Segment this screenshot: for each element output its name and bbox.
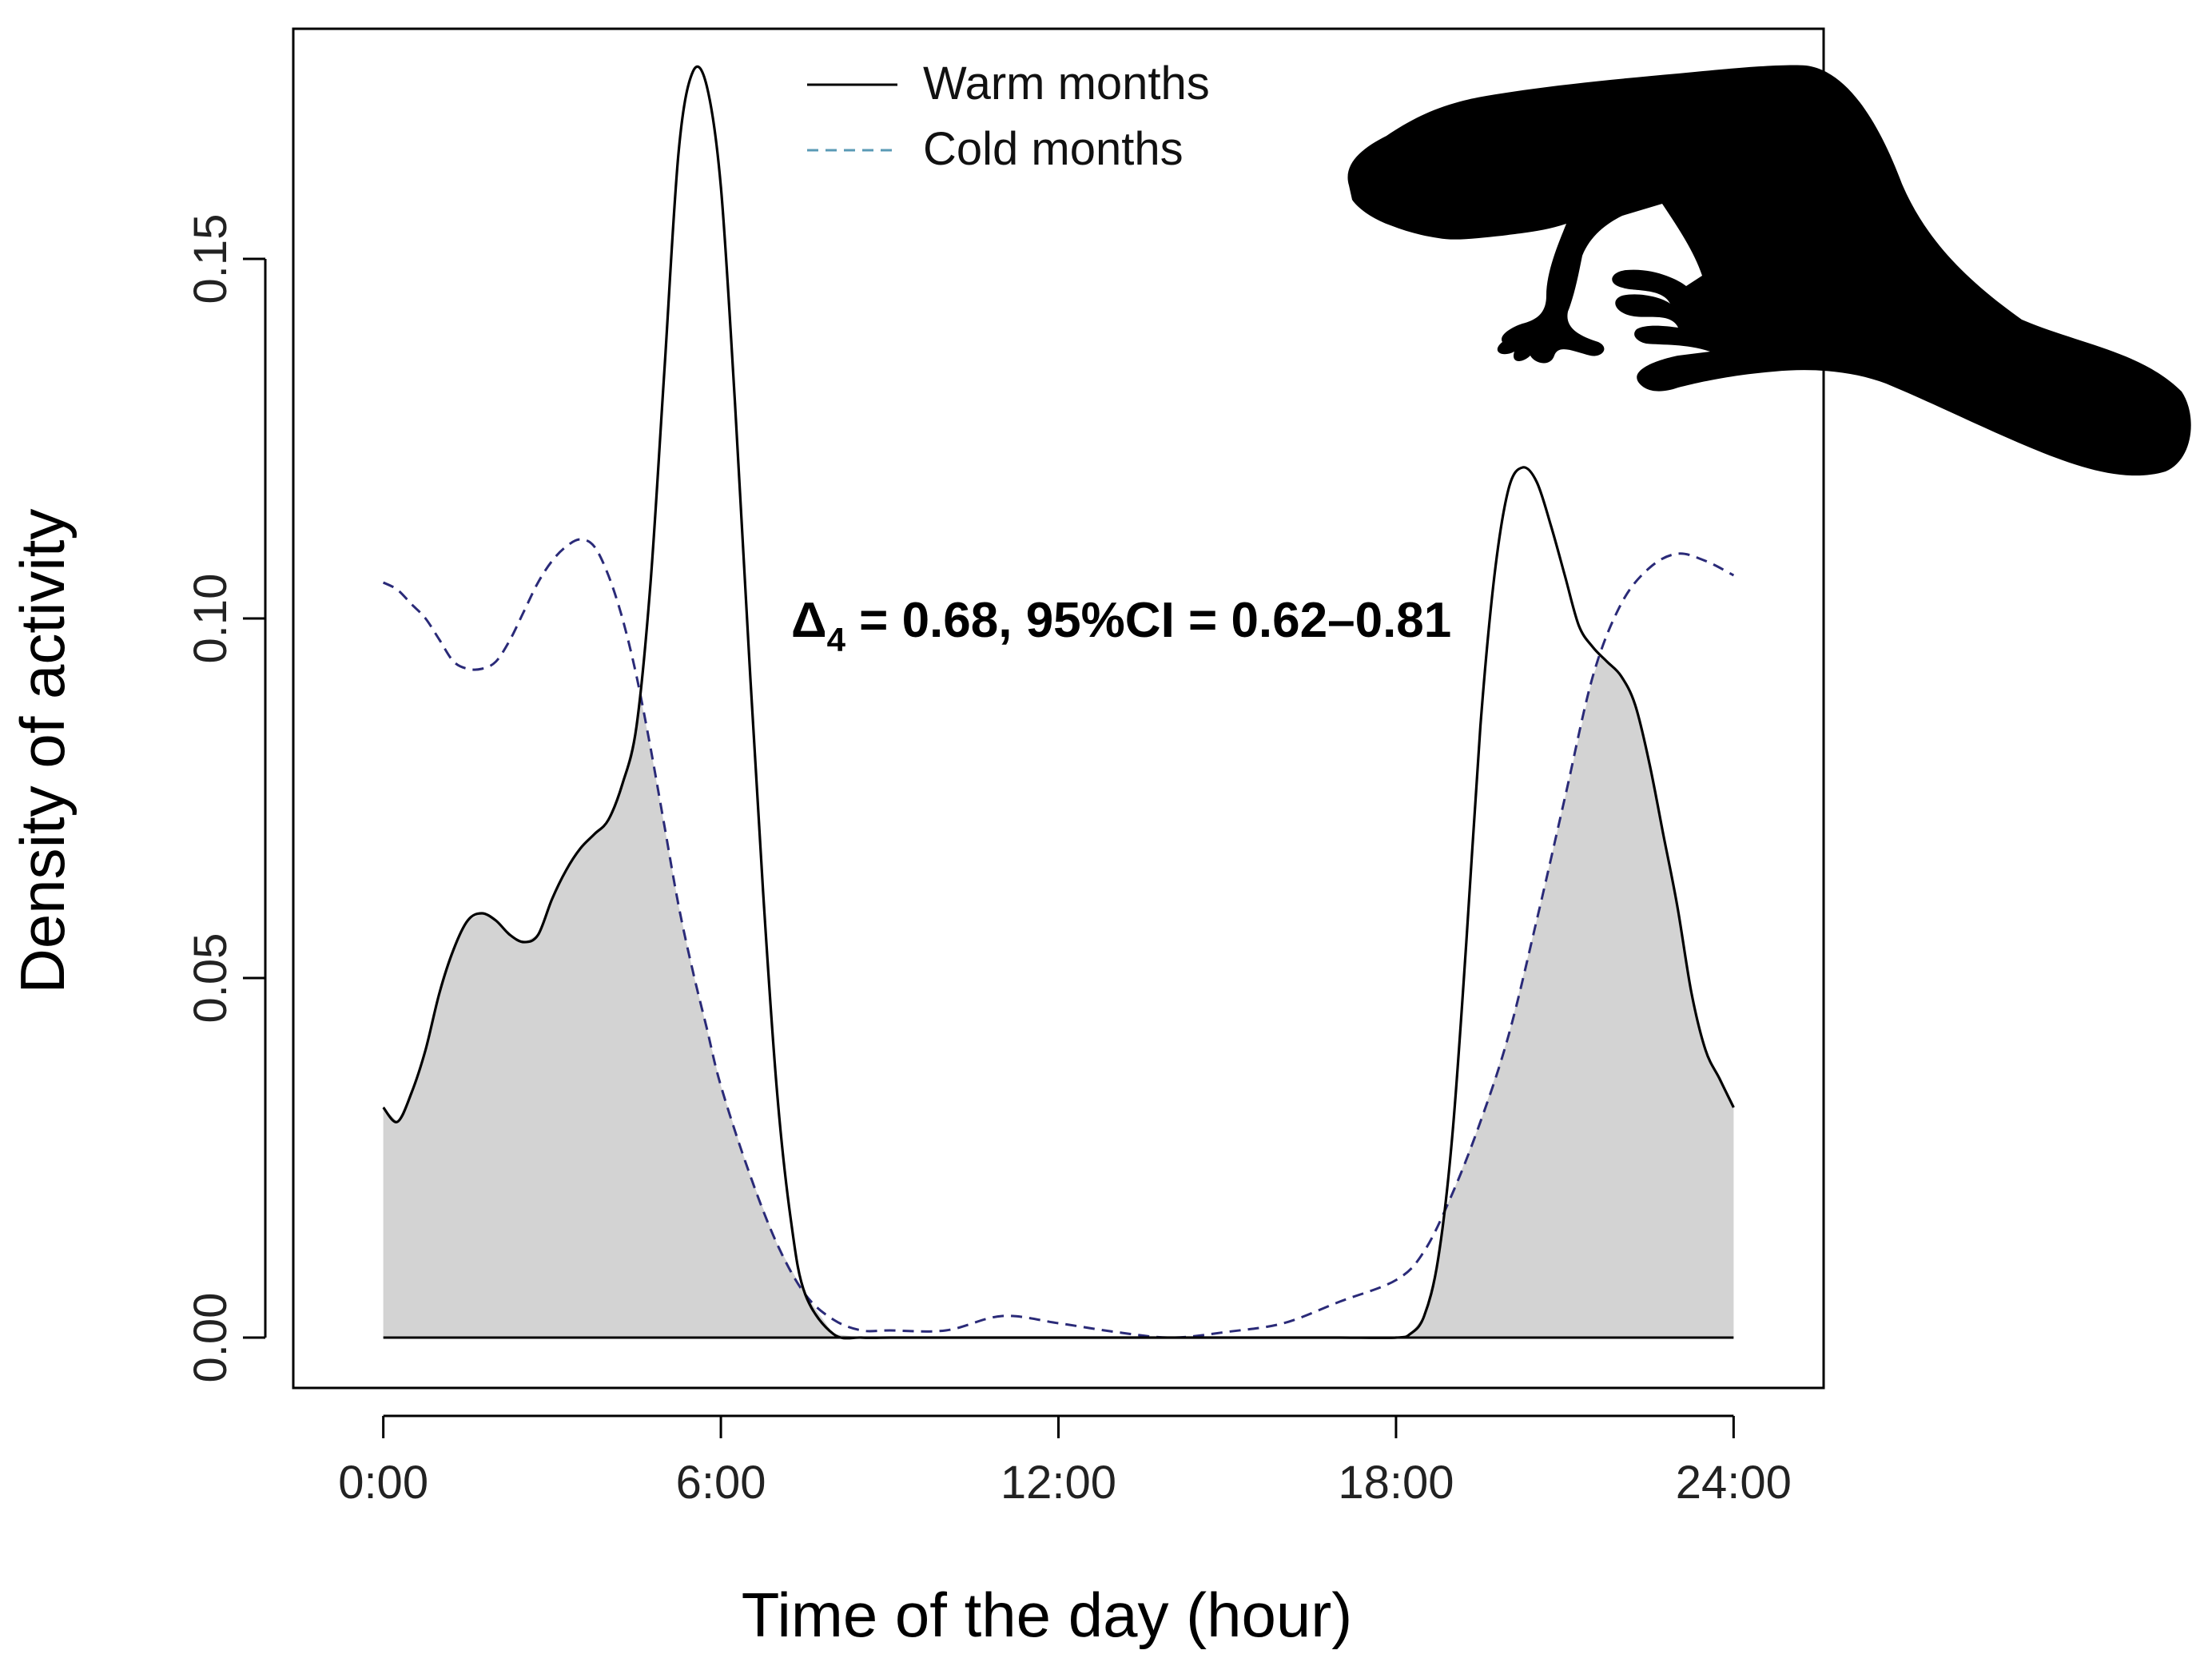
legend-label-warm: Warm months (923, 58, 1210, 109)
overlap-area (383, 655, 1734, 1338)
delta-symbol: Δ (791, 593, 827, 648)
x-tick-label: 12:00 (1001, 1457, 1116, 1509)
y-tick-label: 0.15 (185, 214, 237, 304)
annotation-text: = 0.68, 95%CI = 0.62–0.81 (845, 593, 1451, 648)
y-axis: 0.00 0.05 0.10 0.15 (185, 214, 267, 1383)
series-line-cold-months (382, 538, 1735, 1339)
x-axis-title: Time of the day (hour) (742, 1580, 1352, 1650)
overlap-annotation: Δ4 = 0.68, 95%CI = 0.62–0.81 (791, 593, 1451, 658)
y-tick-label: 0.05 (185, 933, 237, 1024)
y-axis-title: Density of activity (7, 509, 78, 994)
x-axis: 0:00 6:00 12:00 18:00 24:00 (338, 1414, 1792, 1509)
x-tick-label: 24:00 (1676, 1457, 1792, 1509)
legend-label-cold: Cold months (923, 123, 1184, 175)
beaver-silhouette-icon (1347, 65, 2191, 476)
x-tick-label: 6:00 (676, 1457, 766, 1509)
x-tick-label: 18:00 (1338, 1457, 1454, 1509)
delta-subscript: 4 (827, 621, 846, 658)
plot-frame (292, 27, 1825, 1390)
x-tick-label: 0:00 (338, 1457, 428, 1509)
legend: Warm months Cold months (807, 58, 1210, 175)
y-tick-label: 0.10 (185, 574, 237, 664)
y-tick-label: 0.00 (185, 1293, 237, 1383)
